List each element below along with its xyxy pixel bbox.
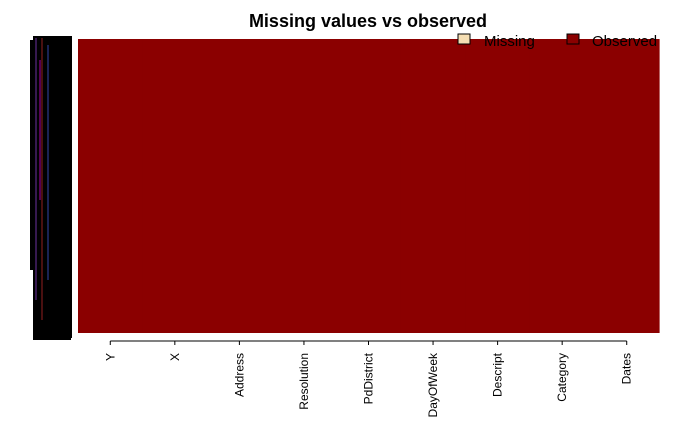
x-tick-label-pddistrict: PdDistrict — [362, 352, 376, 404]
cell-observed-descript — [465, 39, 531, 333]
x-tick-label-dates: Dates — [620, 353, 634, 384]
chart-title: Missing values vs observed — [249, 11, 487, 31]
row-label-ink-tail — [30, 40, 36, 270]
x-tick-label-category: Category — [555, 353, 569, 402]
x-axis: Y X Address Resolution PdDistrict DayOfWeek De… — [103, 340, 634, 417]
legend-label-missing: Missing — [484, 33, 535, 50]
legend-swatch-missing — [457, 33, 471, 45]
x-tick-label-dayofweek: DayOfWeek — [426, 352, 440, 417]
cell-observed-pddistrict — [336, 39, 402, 333]
cell-observed-dates — [594, 39, 660, 333]
legend: Missing Observed — [457, 33, 657, 50]
row-label-ink — [33, 36, 71, 340]
cell-observed-dayofweek — [400, 39, 466, 333]
cell-observed-x — [142, 39, 208, 333]
cell-observed-address — [207, 39, 273, 333]
x-tick-label-x: X — [168, 353, 182, 361]
x-tick-label-address: Address — [232, 353, 246, 397]
legend-swatch-observed — [566, 33, 580, 45]
x-tick-label-resolution: Resolution — [297, 353, 311, 410]
x-tick-label-descript: Descript — [491, 352, 505, 397]
row-labels-overplotted — [30, 36, 72, 340]
cell-observed-y — [78, 39, 144, 333]
x-tick-label-y: Y — [103, 353, 117, 361]
legend-label-observed: Observed — [592, 33, 657, 50]
heatmap-cells — [78, 39, 660, 333]
cell-observed-category — [529, 39, 596, 333]
cell-observed-resolution — [271, 39, 337, 333]
